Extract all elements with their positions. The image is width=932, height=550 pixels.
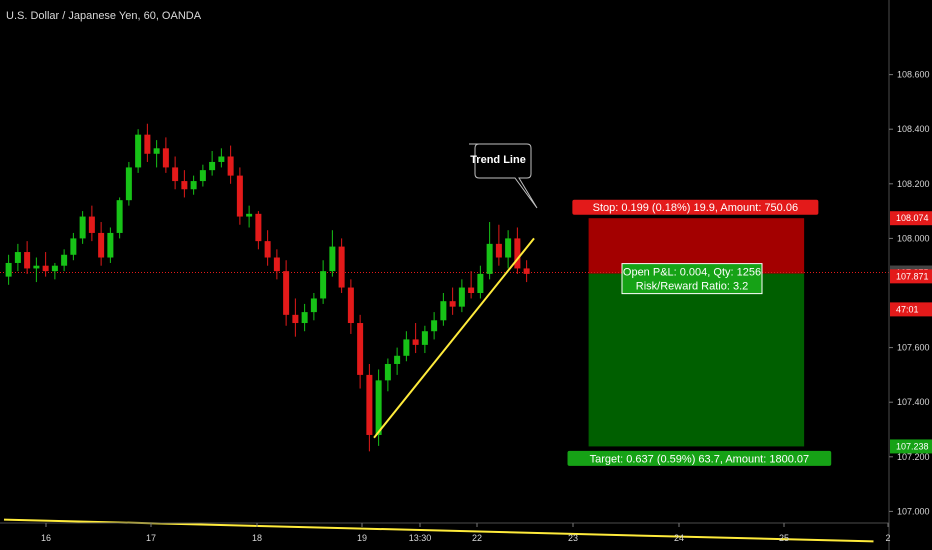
candle[interactable] [477,273,484,293]
target-label-box[interactable] [567,450,832,466]
candle[interactable] [236,175,243,217]
x-tick-label: 13:30 [409,533,432,543]
candle[interactable] [153,148,160,154]
x-tick-label: 19 [357,533,367,543]
x-tick-label: 18 [252,533,262,543]
candle[interactable] [523,268,530,274]
candle[interactable] [505,238,512,258]
candle[interactable] [310,298,317,313]
x-tick-label: 25 [779,533,789,543]
y-tick-label: 107.600 [897,343,930,353]
candle[interactable] [449,301,456,307]
candle[interactable] [61,254,68,266]
candle[interactable] [431,320,438,332]
candle[interactable] [329,246,336,272]
x-tick-label: 2 [885,533,890,543]
candle[interactable] [412,339,419,345]
candle[interactable] [88,216,95,233]
price-badge [890,439,932,454]
candle[interactable] [394,355,401,364]
candle[interactable] [495,243,502,258]
candle[interactable] [292,314,299,324]
price-badge-label: 107.238 [896,441,929,451]
rr-text: Risk/Reward Ratio: 3.2 [636,281,749,293]
candle[interactable] [246,213,253,217]
price-badge [890,211,932,226]
candle[interactable] [458,287,465,307]
candle[interactable] [51,265,58,272]
candle[interactable] [135,134,142,168]
candle[interactable] [468,287,475,293]
candle[interactable] [384,363,391,381]
candle[interactable] [514,238,521,269]
stop-label-text: Stop: 0.199 (0.18%) 19.9, Amount: 750.06 [593,202,798,214]
annotation-text: Trend Line [470,154,526,166]
candle[interactable] [209,161,216,171]
y-tick-label: 108.400 [897,124,930,134]
price-badge [890,302,932,317]
price-badge-label: 107.871 [896,271,929,281]
price-badge-label: 108.074 [896,213,929,223]
candle[interactable] [375,380,382,435]
candle[interactable] [79,216,86,239]
annotation-bubble[interactable] [469,143,538,209]
candle[interactable] [227,156,234,176]
pnl-box[interactable] [621,263,763,295]
candle[interactable] [199,170,206,182]
y-tick-label: 107.400 [897,397,930,407]
candle[interactable] [42,265,49,272]
symbol-title: U.S. Dollar / Japanese Yen, 60, OANDA [6,10,202,22]
x-tick-label: 17 [146,533,156,543]
candle[interactable] [181,181,188,190]
candle[interactable] [125,167,132,201]
candle[interactable] [144,134,151,154]
candle[interactable] [421,331,428,345]
candle[interactable] [162,148,169,168]
trend-line[interactable] [373,237,535,439]
candle[interactable] [301,312,308,324]
candle[interactable] [255,213,262,242]
candle[interactable] [440,301,447,321]
candle[interactable] [24,252,31,269]
y-tick-label: 108.200 [897,179,930,189]
y-tick-label: 107.000 [897,506,930,516]
candle[interactable] [486,243,493,274]
x-tick-label: 23 [568,533,578,543]
candle[interactable] [190,181,197,190]
candle[interactable] [116,200,123,233]
pnl-text: Open P&L: 0.004, Qty: 1256 [623,267,761,279]
candle[interactable] [366,374,373,435]
candle[interactable] [107,232,114,258]
candle[interactable] [320,271,327,299]
x-tick-label: 22 [472,533,482,543]
candle[interactable] [5,262,12,277]
candle[interactable] [172,167,179,182]
candle[interactable] [403,339,410,356]
candle[interactable] [14,252,21,263]
y-tick-label: 108.600 [897,70,930,80]
stop-label-box[interactable] [572,199,819,215]
target-zone[interactable] [588,273,805,447]
x-tick-label: 24 [674,533,684,543]
candle[interactable] [264,241,271,258]
candle[interactable] [357,323,364,375]
candle[interactable] [70,238,77,255]
candle[interactable] [218,156,225,162]
price-badge [890,269,932,284]
price-badge-label: 47:01 [896,304,919,314]
y-tick-label: 108.000 [897,233,930,243]
candle[interactable] [347,287,354,324]
candle[interactable] [98,232,105,258]
target-label-text: Target: 0.637 (0.59%) 63.7, Amount: 1800… [590,453,810,465]
candle[interactable] [283,271,290,315]
x-tick-label: 16 [41,533,51,543]
candle[interactable] [273,257,280,272]
candle[interactable] [338,246,345,288]
y-tick-label: 107.200 [897,452,930,462]
candle[interactable] [33,265,40,269]
